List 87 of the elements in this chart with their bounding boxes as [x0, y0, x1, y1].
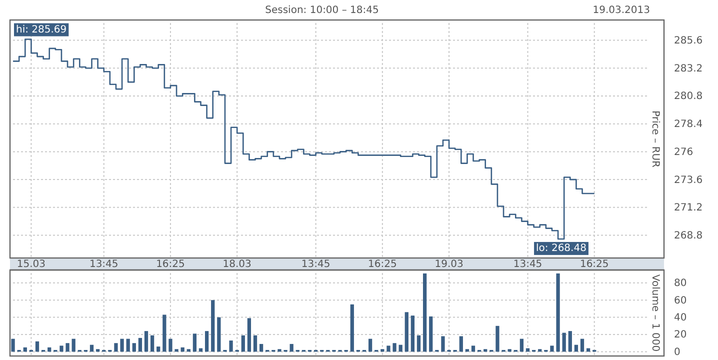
bar	[11, 338, 15, 352]
bar	[465, 349, 470, 352]
bar	[186, 349, 190, 352]
y-tick-label: 271.2	[674, 202, 703, 214]
y-axis-title: Volume – 1 000	[650, 274, 660, 352]
bar	[72, 338, 76, 352]
x-tick-label: 16:25	[580, 259, 609, 270]
bar	[192, 334, 197, 352]
y-tick-label: 60	[674, 295, 687, 306]
bar	[247, 318, 252, 352]
bar	[35, 341, 40, 352]
bar	[60, 346, 64, 352]
x-tick-label: 16:25	[368, 259, 397, 270]
x-tick-label: 18.03	[222, 259, 252, 270]
bar	[496, 326, 500, 352]
annotation: hi: 285.69	[16, 24, 67, 36]
bar	[126, 338, 130, 352]
y-tick-label: 276	[674, 146, 694, 158]
bar	[96, 349, 100, 352]
y-tick-label: 40	[674, 312, 687, 324]
bar	[180, 347, 184, 352]
bar	[574, 344, 578, 352]
bar	[90, 344, 94, 352]
bar	[217, 317, 221, 352]
bar	[120, 338, 124, 352]
bar	[259, 344, 264, 352]
bar	[404, 312, 408, 352]
bar	[392, 343, 396, 352]
annotation: lo: 268.48	[536, 242, 586, 254]
bar	[66, 343, 70, 352]
bar	[429, 316, 433, 352]
bar	[156, 346, 160, 352]
y-tick-label: 285.6	[674, 36, 703, 47]
y-tick-label: 80	[674, 278, 687, 290]
bar	[144, 331, 148, 352]
bar	[520, 338, 524, 352]
bar	[204, 331, 209, 352]
bar	[562, 332, 566, 352]
x-tick-label: 13:45	[301, 259, 330, 270]
bar	[484, 349, 488, 352]
bar	[416, 335, 421, 352]
x-tick-label: 13:45	[89, 259, 118, 270]
y-axis-title: Price – RUR	[650, 110, 660, 168]
y-tick-label: 0	[674, 346, 680, 358]
y-tick-label: 268.8	[674, 230, 703, 242]
bar	[138, 338, 142, 352]
chart-subtitle: 19.03.2013	[592, 5, 650, 16]
bar	[398, 344, 402, 352]
bar	[441, 336, 445, 352]
x-tick-label: 13:45	[513, 259, 542, 270]
bar	[368, 338, 372, 352]
bar	[556, 273, 560, 352]
bar	[132, 343, 136, 352]
y-tick-label: 273.6	[674, 174, 703, 186]
chart-title: Session: 10:00 – 18:45	[265, 5, 379, 16]
bar	[241, 335, 245, 352]
y-tick-label: 20	[674, 330, 687, 341]
bar	[229, 340, 233, 352]
bar	[253, 335, 258, 352]
bar	[471, 346, 476, 352]
bar	[459, 336, 463, 352]
bar	[278, 349, 282, 352]
bar	[538, 349, 542, 352]
bar	[568, 331, 572, 352]
bar	[162, 314, 166, 352]
bar	[580, 338, 584, 352]
x-tick-label: 15.03	[16, 259, 46, 270]
bar	[150, 335, 154, 352]
bar	[211, 300, 215, 352]
x-tick-label: 16:25	[156, 259, 185, 270]
bar	[48, 347, 52, 352]
bar	[350, 304, 354, 352]
bar	[550, 346, 554, 352]
bar	[386, 346, 390, 352]
y-tick-label: 278.4	[674, 119, 703, 130]
bar	[114, 343, 118, 352]
bar	[290, 344, 294, 352]
bar	[168, 338, 172, 352]
bar	[23, 347, 27, 352]
bar	[410, 316, 415, 352]
y-tick-label: 280.8	[674, 91, 703, 102]
bar	[174, 349, 178, 352]
bar	[380, 349, 384, 352]
x-tick-label: 19.03	[434, 259, 464, 270]
y-tick-label: 283.2	[674, 63, 703, 74]
bar	[508, 349, 512, 352]
bar	[422, 273, 427, 352]
